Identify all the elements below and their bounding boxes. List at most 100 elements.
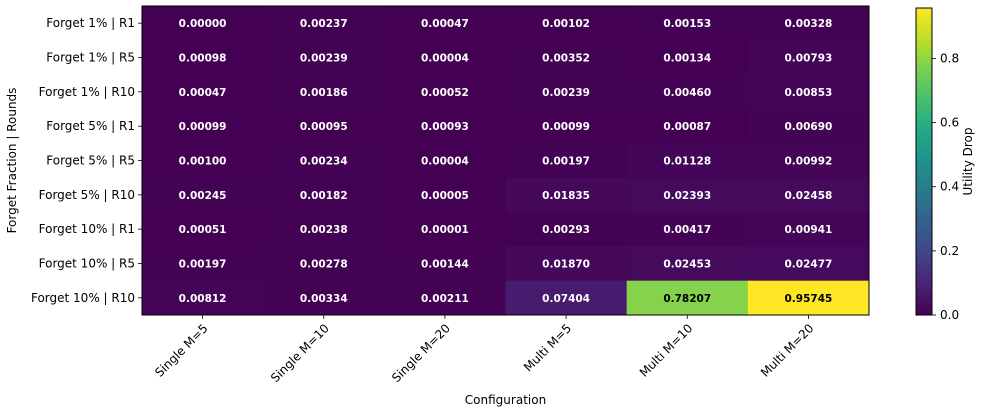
heatmap-cell: [505, 40, 628, 76]
cell-value-label: 0.00004: [421, 156, 469, 168]
heatmap-cell: [505, 143, 628, 179]
cell-value-label: 0.00239: [542, 87, 590, 99]
heatmap-cell: [142, 109, 264, 144]
heatmap-cell: [626, 143, 749, 179]
colorbar-label: Utility Drop: [961, 128, 975, 196]
heatmap-cell: [142, 6, 264, 41]
cell-value-label: 0.00293: [542, 224, 590, 236]
cell-value-label: 0.00047: [421, 18, 469, 30]
heatmap-cell: [384, 177, 506, 213]
heatmap-cells: 0.00000 0.00237 0.00047 0.00102 0.00153 0.003…: [142, 6, 870, 316]
heatmap-cell: [747, 212, 870, 247]
heatmap-cell: [626, 74, 749, 110]
cell-value-label: 0.00417: [663, 224, 711, 236]
cell-value-label: 0.00812: [179, 293, 227, 305]
cell-value-label: 0.00941: [785, 224, 833, 236]
heatmap-cell: [263, 74, 385, 110]
cell-value-label: 0.02393: [663, 190, 711, 202]
x-tick-label: Single M=10: [268, 321, 332, 385]
cell-value-label: 0.07404: [542, 293, 590, 305]
cell-value-label: 0.00100: [179, 156, 227, 168]
cell-value-label: 0.00095: [300, 121, 348, 133]
cell-value-label: 0.02453: [663, 259, 711, 271]
heatmap-cell: [626, 109, 749, 144]
cell-value-label: 0.00238: [300, 224, 348, 236]
heatmap-cell: [263, 280, 385, 316]
heatmap-cell: [747, 246, 870, 282]
cell-value-label: 0.00005: [421, 190, 469, 202]
cell-value-label: 0.00186: [300, 87, 348, 99]
heatmap-cell: [263, 246, 385, 282]
colorbar-tick-label: 0.6: [940, 116, 959, 130]
colorbar-tick-label: 0.4: [940, 180, 959, 194]
y-tick-label: Forget 5% | R5: [46, 154, 135, 168]
heatmap-cell: [263, 6, 385, 41]
x-axis-label: Configuration: [465, 393, 546, 407]
x-tick-label: Multi M=10: [637, 321, 696, 380]
y-tick-label: Forget 10% | R1: [39, 222, 135, 236]
heatmap-cell: [263, 109, 385, 144]
heatmap-cell: [142, 74, 264, 110]
cell-value-label: 0.00690: [785, 121, 833, 133]
heatmap-cell: [747, 109, 870, 144]
x-tick-label: Single M=20: [389, 321, 453, 385]
y-tick-label: Forget 1% | R1: [46, 16, 135, 30]
heatmap-cell: [384, 74, 506, 110]
cell-value-label: 0.00352: [542, 53, 590, 65]
colorbar: [915, 7, 933, 316]
cell-value-label: 0.00153: [663, 18, 711, 30]
colorbar-tick-label: 0.2: [940, 244, 959, 258]
cell-value-label: 0.01870: [542, 259, 590, 271]
heatmap-cell: [626, 6, 749, 41]
heatmap-cell: [505, 280, 628, 316]
heatmap-cell: [505, 74, 628, 110]
heatmap-cell: [626, 280, 749, 316]
y-tick-label: Forget 10% | R5: [39, 257, 135, 271]
heatmap-cell: [142, 280, 264, 316]
cell-value-label: 0.00087: [663, 121, 711, 133]
cell-value-label: 0.00052: [421, 87, 469, 99]
heatmap-cell: [384, 6, 506, 41]
heatmap-cell: [747, 143, 870, 179]
heatmap-cell: [505, 177, 628, 213]
cell-value-label: 0.00211: [421, 293, 469, 305]
heatmap-cell: [747, 6, 870, 41]
heatmap-cell: [263, 212, 385, 247]
cell-value-label: 0.00245: [179, 190, 227, 202]
cell-value-label: 0.00093: [421, 121, 469, 133]
y-tick-label: Forget 1% | R5: [46, 51, 135, 65]
cell-value-label: 0.00460: [663, 87, 711, 99]
heatmap-cell: [384, 212, 506, 247]
cell-value-label: 0.00098: [179, 53, 227, 65]
cell-value-label: 0.02477: [785, 259, 833, 271]
heatmap-cell: [626, 177, 749, 213]
heatmap-cell: [505, 246, 628, 282]
cell-value-label: 0.00853: [785, 87, 833, 99]
cell-value-label: 0.00144: [421, 259, 469, 271]
cell-value-label: 0.00197: [179, 259, 227, 271]
cell-value-label: 0.00793: [785, 53, 833, 65]
cell-value-label: 0.00051: [179, 224, 227, 236]
cell-value-label: 0.00004: [421, 53, 469, 65]
heatmap-cell: [505, 6, 628, 41]
y-axis-ticks: Forget 1% | R1 Forget 1% | R5 Forget 1% | …: [31, 16, 142, 305]
heatmap-cell: [626, 212, 749, 247]
cell-value-label: 0.00197: [542, 156, 590, 168]
cell-value-label: 0.00234: [300, 156, 348, 168]
heatmap-cell: [747, 280, 870, 316]
heatmap-cell: [505, 109, 628, 144]
cell-value-label: 0.78207: [663, 293, 711, 305]
heatmap-cell: [142, 212, 264, 247]
cell-value-label: 0.00099: [179, 121, 227, 133]
heatmap-cell: [747, 74, 870, 110]
y-tick-label: Forget 5% | R10: [39, 188, 135, 202]
cell-value-label: 0.00102: [542, 18, 590, 30]
y-axis-label: Forget Fraction | Rounds: [5, 88, 19, 234]
x-axis-ticks: Single M=5 Single M=10 Single M=20 Multi M=…: [152, 315, 817, 385]
cell-value-label: 0.00182: [300, 190, 348, 202]
cell-value-label: 0.00047: [179, 87, 227, 99]
x-tick-label: Single M=5: [152, 321, 211, 380]
cell-value-label: 0.95745: [785, 293, 833, 305]
colorbar-ticks: 0.0 0.2 0.4 0.6 0.8: [932, 51, 959, 322]
